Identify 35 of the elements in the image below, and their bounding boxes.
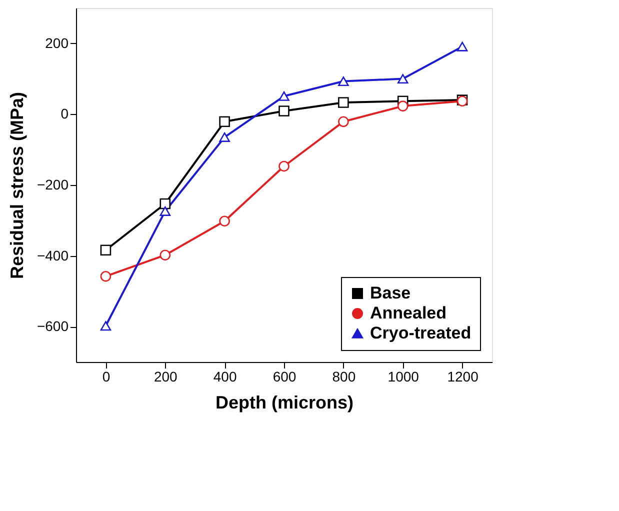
- x-tick-label: 200: [154, 368, 178, 384]
- point: [278, 106, 290, 116]
- point: [100, 321, 112, 331]
- legend-label: Cryo-treated: [370, 324, 472, 342]
- y-axis-title: Residual stress (MPa): [6, 92, 27, 280]
- point: [278, 91, 290, 101]
- point: [219, 132, 230, 142]
- point: [219, 116, 230, 128]
- y-tick-label: 0: [60, 106, 69, 122]
- x-tick-label: 1000: [388, 368, 420, 384]
- y-tick-label: 200: [45, 34, 69, 51]
- x-tick-label: 400: [213, 368, 237, 384]
- x-tick-label: 800: [332, 368, 356, 384]
- legend-label: Annealed: [370, 304, 447, 322]
- point: [100, 270, 112, 282]
- x-axis-title: Depth (microns): [215, 392, 354, 412]
- point: [397, 74, 408, 84]
- x-tick-label: 0: [102, 368, 110, 384]
- point: [397, 100, 408, 112]
- point: [160, 198, 171, 210]
- point: [100, 244, 112, 256]
- point: [456, 42, 468, 52]
- x-tick-label: 1200: [447, 368, 479, 384]
- point: [338, 76, 349, 86]
- legend-label: Base: [370, 284, 411, 302]
- point: [219, 216, 230, 226]
- point: [160, 250, 171, 260]
- x-tick-label: 600: [272, 368, 296, 384]
- point: [160, 206, 171, 216]
- point: [278, 160, 290, 172]
- y-tick-label: −600: [36, 318, 69, 334]
- point: [338, 116, 349, 128]
- point: [338, 97, 349, 108]
- y-tick-label: −400: [36, 247, 69, 264]
- y-tick-label: −200: [36, 176, 69, 192]
